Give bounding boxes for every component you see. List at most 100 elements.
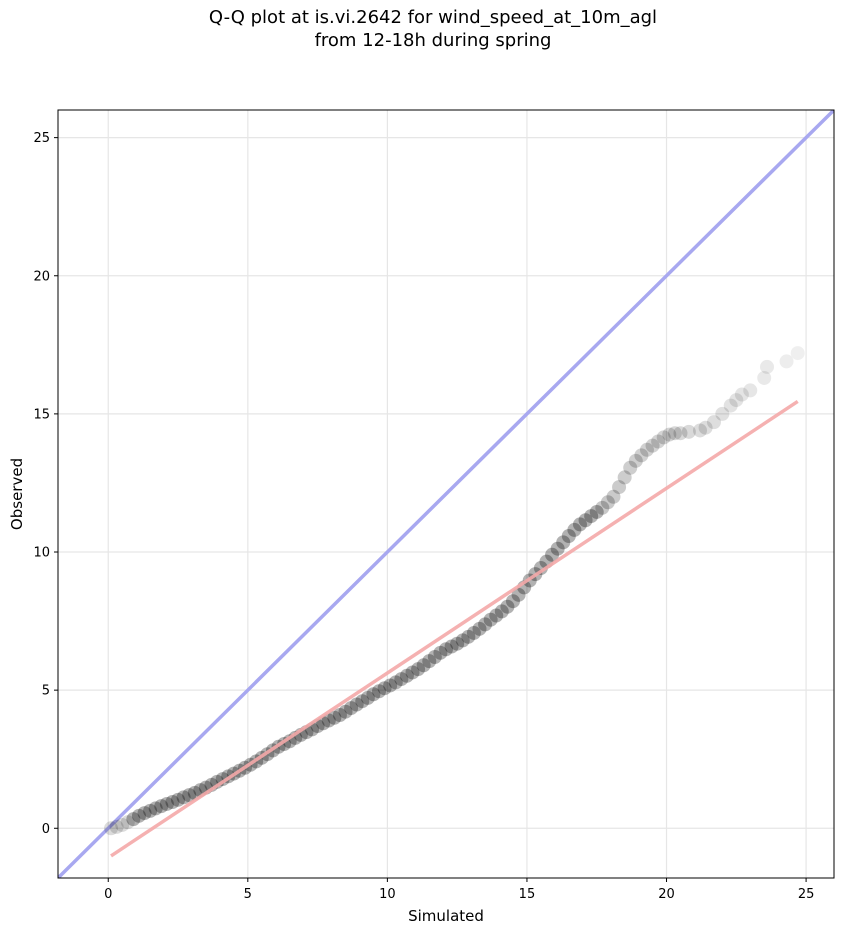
plot-frame: [57, 109, 835, 879]
qq-point: [120, 815, 135, 830]
fit-line: [110, 399, 799, 858]
points-layer: [104, 346, 805, 836]
x-tick-label: 0: [104, 887, 112, 902]
qq-point: [394, 672, 409, 687]
qq-point: [355, 694, 370, 709]
qq-point: [628, 453, 643, 468]
qq-point: [662, 427, 677, 442]
qq-point: [478, 617, 493, 632]
qq-point: [372, 684, 387, 699]
qq-point: [693, 423, 708, 438]
qq-point: [182, 788, 197, 803]
qq-point: [489, 608, 504, 623]
qq-point: [388, 675, 403, 690]
qq-point: [673, 426, 688, 441]
qq-point: [360, 690, 375, 705]
qq-point: [729, 393, 744, 408]
qq-point: [159, 796, 174, 811]
qq-point: [545, 547, 560, 562]
qq-point: [148, 801, 163, 816]
qq-point: [461, 629, 476, 644]
qq-point: [466, 625, 481, 640]
qq-point: [422, 654, 437, 669]
qq-point: [399, 668, 414, 683]
qq-point: [757, 370, 772, 385]
fit-layer: [110, 399, 799, 858]
qq-point: [349, 697, 364, 712]
chart-subtitle: from 12-18h during spring: [314, 30, 552, 51]
qq-point: [383, 678, 398, 693]
ticks: 0 5 10 15 20 25 0 5 10 15 20 25: [33, 131, 814, 902]
qq-point: [405, 665, 420, 680]
qq-point: [760, 359, 775, 374]
x-tick-label: 10: [379, 887, 396, 902]
qq-point: [494, 604, 509, 619]
qq-point: [366, 687, 381, 702]
qq-point: [556, 535, 571, 550]
qq-point: [115, 817, 130, 832]
qq-point: [126, 812, 141, 827]
qq-point: [651, 434, 666, 449]
y-tick-label: 25: [33, 131, 50, 146]
qq-point: [743, 383, 758, 398]
qq-point: [165, 795, 180, 810]
qq-point: [444, 639, 459, 654]
y-tick-label: 10: [33, 546, 50, 561]
x-axis-label: Simulated: [408, 907, 484, 925]
y-axis-label: Observed: [8, 458, 26, 530]
qq-point: [282, 734, 297, 749]
qq-point: [578, 513, 593, 528]
qq-point: [572, 517, 587, 532]
qq-point: [439, 642, 453, 657]
qq-point: [706, 415, 721, 430]
qq-point: [645, 438, 660, 453]
qq-point: [154, 799, 169, 814]
qq-point: [634, 448, 649, 463]
qq-point: [589, 504, 604, 519]
qq-point: [734, 387, 749, 402]
identity-reference-line: [58, 110, 834, 878]
qq-point: [505, 594, 520, 609]
qq-point: [511, 587, 526, 602]
chart-title: Q-Q plot at is.vi.2642 for wind_speed_at…: [208, 7, 658, 28]
qq-point: [416, 658, 431, 673]
x-tick-label: 5: [244, 887, 252, 902]
qq-point: [623, 460, 638, 475]
qq-point: [790, 346, 805, 361]
x-tick-label: 15: [519, 887, 536, 902]
y-tick-label: 5: [42, 684, 50, 699]
chart-title-block: Q-Q plot at is.vi.2642 for wind_speed_at…: [0, 6, 843, 52]
qq-point: [427, 649, 442, 664]
reference-layer: [58, 110, 834, 878]
qq-point: [332, 708, 347, 723]
qq-point: [131, 808, 146, 823]
y-tick-label: 20: [33, 269, 50, 284]
qq-point: [472, 621, 487, 636]
x-tick-label: 25: [798, 887, 815, 902]
qq-point: [600, 495, 615, 510]
qq-point: [550, 541, 565, 556]
y-tick-label: 15: [33, 407, 50, 422]
qq-point: [681, 424, 696, 439]
qq-point: [171, 792, 186, 807]
qq-point: [411, 662, 426, 677]
qq-point: [321, 713, 336, 728]
qq-point: [344, 701, 359, 716]
qq-point: [667, 426, 682, 441]
x-tick-label: 20: [658, 887, 675, 902]
qq-point: [377, 681, 392, 696]
qq-point: [606, 489, 621, 504]
qq-point: [533, 561, 548, 576]
qq-point: [561, 528, 576, 543]
qq-point: [656, 430, 671, 445]
qq-point: [584, 509, 599, 524]
qq-point: [433, 645, 448, 660]
qq-point: [338, 704, 353, 719]
qq-point: [779, 354, 794, 369]
qq-point: [327, 710, 342, 725]
qq-point: [455, 633, 470, 648]
qq-point: [104, 821, 119, 836]
qq-point: [500, 599, 515, 614]
qq-point: [723, 398, 738, 413]
